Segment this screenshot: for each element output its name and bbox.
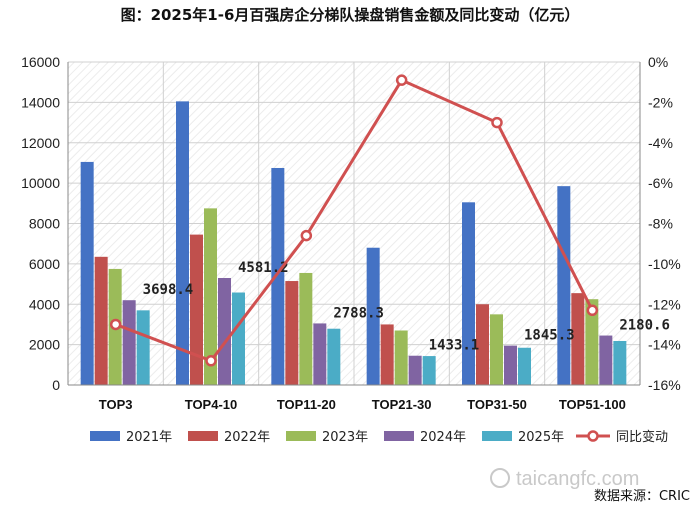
y-tick-label: 10000 [21, 175, 60, 191]
legend: 2021年 2022年 2023年 2024年 2025年 同比变动 [90, 429, 668, 445]
yoy-point [395, 74, 408, 86]
bar [218, 278, 231, 385]
x-tick-label: TOP4-10 [185, 397, 238, 412]
x-tick-label: TOP21-30 [372, 397, 432, 412]
bar [136, 310, 150, 385]
bar [327, 328, 341, 385]
y-tick-label: 0 [52, 377, 60, 393]
bar [299, 272, 313, 385]
y2-tick-label: -2% [648, 94, 673, 110]
bar [422, 356, 436, 385]
yoy-line-path [115, 78, 594, 363]
bar [204, 208, 217, 385]
x-tick-label: TOP51-100 [559, 397, 626, 412]
legend-swatch [188, 431, 218, 441]
legend-label: 2023年 [322, 430, 368, 445]
bar [504, 345, 517, 385]
legend-label: 同比变动 [616, 429, 668, 445]
data-label: 1433.1 [429, 338, 480, 354]
y-tick-label: 6000 [29, 256, 60, 272]
y-tick-label: 4000 [29, 296, 60, 312]
bar [271, 167, 285, 385]
data-label: 1845.3 [524, 328, 575, 344]
axes [67, 62, 641, 386]
y2-axis-labels: 0% -2% -4% -6% -8% -10% -12% -14% -16% [648, 54, 681, 393]
x-tick-label: TOP31-50 [467, 397, 527, 412]
y-tick-label: 12000 [21, 135, 60, 151]
watermark: taicangfc.com [490, 468, 639, 490]
y-tick-label: 2000 [29, 337, 60, 353]
bar [476, 304, 489, 385]
legend-label: 2025年 [518, 430, 564, 445]
bar [313, 323, 327, 385]
legend-label: 2022年 [224, 430, 270, 445]
y2-tick-label: -8% [648, 216, 673, 232]
bar [285, 281, 299, 385]
bar [232, 292, 245, 385]
yoy-point [586, 304, 599, 317]
watermark-text: taicangfc.com [516, 468, 639, 490]
bar [394, 330, 408, 385]
bars [80, 101, 627, 385]
yoy-point [205, 355, 217, 367]
y2-tick-label: -16% [648, 377, 681, 393]
legend-marker [587, 430, 599, 442]
data-label: 2788.3 [333, 305, 384, 321]
y2-tick-label: -12% [648, 296, 681, 312]
data-label: 3698.4 [143, 282, 194, 298]
bar [585, 299, 599, 385]
y2-tick-label: -4% [648, 135, 673, 151]
data-label: 4581.2 [238, 260, 289, 276]
legend-swatch [482, 431, 512, 441]
bar [557, 186, 571, 385]
bar [599, 335, 613, 385]
bar [518, 347, 531, 385]
chart-title: 图：2025年1-6月百强房企分梯队操盘销售金额及同比变动（亿元） [121, 6, 580, 24]
bar [366, 247, 380, 385]
bar [176, 101, 189, 385]
y-tick-label: 14000 [21, 94, 60, 110]
data-labels: 3698.4 4581.2 2788.3 1433.1 1845.3 2180.6 [143, 260, 670, 354]
data-label: 2180.6 [619, 318, 670, 334]
bar [571, 293, 585, 385]
bar [408, 355, 422, 385]
legend-swatch [90, 431, 120, 441]
bar [380, 324, 394, 385]
y-tick-label: 8000 [29, 216, 60, 232]
legend-label: 2021年 [126, 430, 172, 445]
y-tick-label: 16000 [21, 54, 60, 70]
x-tick-label: TOP3 [99, 397, 133, 412]
legend-swatch [384, 431, 414, 441]
bar [94, 256, 108, 385]
legend-swatch [286, 431, 316, 441]
y2-tick-label: 0% [648, 54, 668, 70]
watermark-logo-icon [490, 468, 510, 488]
y2-tick-label: -6% [648, 175, 673, 191]
bar [80, 161, 94, 385]
legend-label: 2024年 [420, 430, 466, 445]
yoy-point [109, 318, 122, 331]
bar [613, 340, 627, 385]
y2-tick-label: -10% [648, 256, 681, 272]
x-tick-label: TOP11-20 [277, 397, 336, 412]
yoy-point [300, 229, 313, 242]
yoy-point [491, 116, 503, 129]
x-axis-labels: TOP3 TOP4-10 TOP11-20 TOP21-30 TOP31-50 TOP51… [99, 397, 626, 412]
bar [490, 314, 503, 385]
y2-tick-label: -14% [648, 337, 681, 353]
bar [190, 234, 203, 385]
y-axis-labels: 0 2000 4000 6000 8000 10000 12000 14000 16000 [21, 54, 60, 393]
yoy-line [109, 74, 599, 367]
source-note: 数据来源：CRIC [594, 489, 690, 504]
bar [462, 202, 475, 385]
bar [122, 300, 136, 385]
